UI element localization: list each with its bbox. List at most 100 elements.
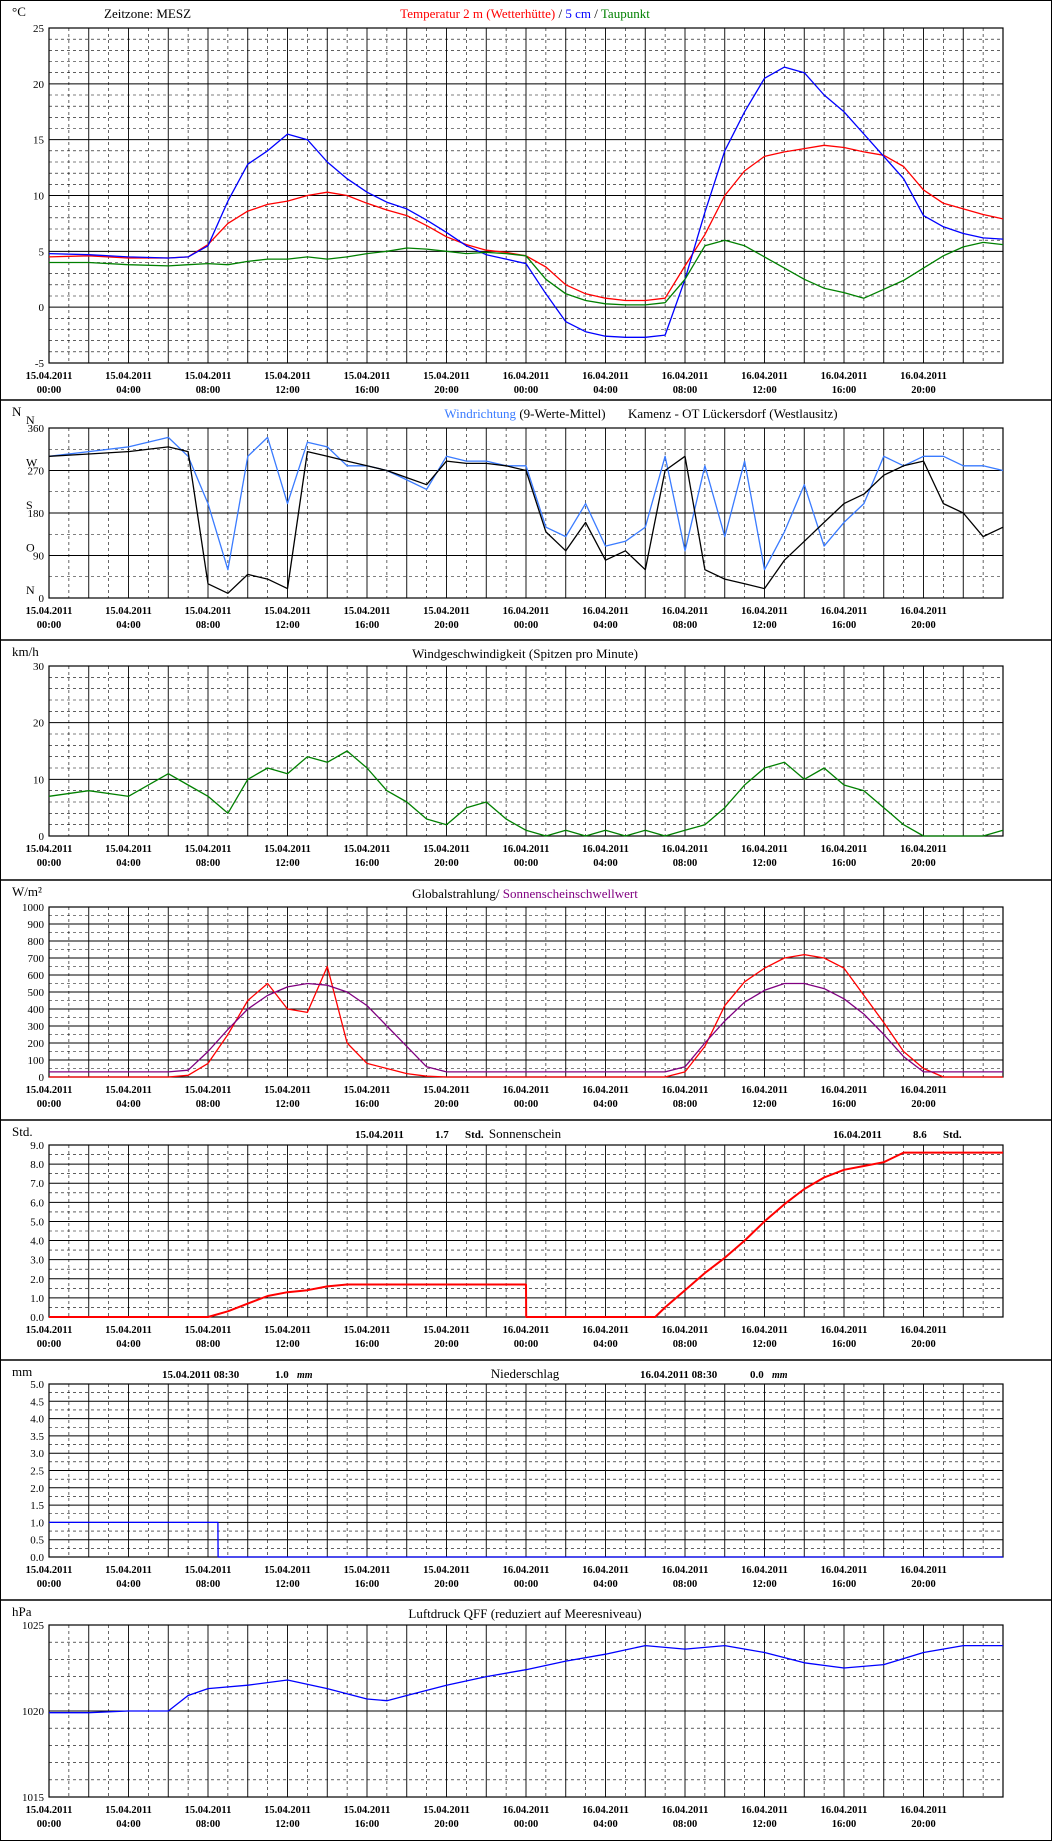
x-tick-date: 15.04.2011 bbox=[105, 371, 152, 382]
x-tick-time: 20:00 bbox=[911, 620, 936, 631]
x-tick-time: 08:00 bbox=[673, 620, 698, 631]
y-tick-label: 1.5 bbox=[30, 1500, 44, 1512]
x-tick-date: 16.04.2011 bbox=[900, 371, 947, 382]
x-tick-date: 16.04.2011 bbox=[503, 844, 550, 855]
x-tick-time: 12:00 bbox=[752, 1579, 777, 1590]
x-tick-date: 15.04.2011 bbox=[105, 1565, 152, 1576]
x-tick-time: 12:00 bbox=[275, 1579, 300, 1590]
y-tick-label: 0 bbox=[39, 593, 45, 605]
x-tick-time: 00:00 bbox=[514, 620, 539, 631]
y-tick-label: 0.0 bbox=[30, 1552, 44, 1564]
x-tick-time: 04:00 bbox=[116, 385, 141, 396]
x-tick-date: 16.04.2011 bbox=[582, 1565, 629, 1576]
x-tick-date: 16.04.2011 bbox=[741, 1085, 788, 1096]
x-tick-time: 08:00 bbox=[673, 858, 698, 869]
chart-title-part: / bbox=[591, 6, 601, 21]
x-tick-date: 16.04.2011 bbox=[741, 606, 788, 617]
y-tick-label: 180 bbox=[28, 508, 45, 520]
x-tick-time: 00:00 bbox=[37, 1339, 62, 1350]
y-tick-label: 15 bbox=[33, 135, 45, 147]
x-tick-date: 15.04.2011 bbox=[26, 1565, 73, 1576]
day2-unit: Std. bbox=[943, 1129, 962, 1141]
y-tick-label: 10 bbox=[33, 191, 45, 203]
x-tick-time: 20:00 bbox=[911, 1099, 936, 1110]
x-tick-time: 16:00 bbox=[355, 385, 380, 396]
y-tick-label: 4.0 bbox=[30, 1236, 44, 1248]
x-tick-date: 15.04.2011 bbox=[185, 1085, 232, 1096]
series-line-radiation-1 bbox=[49, 982, 1003, 1073]
x-tick-time: 08:00 bbox=[673, 385, 698, 396]
x-tick-date: 15.04.2011 bbox=[423, 1805, 470, 1816]
chart-title-part: Globalstrahlung/ bbox=[412, 886, 503, 901]
y-tick-label: 600 bbox=[28, 970, 45, 982]
x-tick-date: 15.04.2011 bbox=[344, 606, 391, 617]
x-tick-date: 15.04.2011 bbox=[26, 1805, 73, 1816]
x-tick-time: 12:00 bbox=[275, 620, 300, 631]
y-tick-label: 25 bbox=[33, 23, 45, 35]
x-tick-time: 00:00 bbox=[37, 620, 62, 631]
x-tick-date: 15.04.2011 bbox=[344, 1805, 391, 1816]
x-tick-time: 20:00 bbox=[434, 1579, 459, 1590]
x-tick-date: 15.04.2011 bbox=[26, 1085, 73, 1096]
x-tick-time: 00:00 bbox=[514, 1339, 539, 1350]
x-tick-date: 15.04.2011 bbox=[26, 371, 73, 382]
x-tick-time: 16:00 bbox=[355, 620, 380, 631]
y-tick-label: -5 bbox=[35, 358, 45, 370]
x-tick-time: 08:00 bbox=[196, 1099, 221, 1110]
series-line-wind_direction-0 bbox=[48, 436, 1004, 571]
day2-value: 0.0 bbox=[750, 1369, 764, 1381]
unit-label: mm bbox=[12, 1364, 32, 1379]
y-tick-label: 1.0 bbox=[30, 1293, 44, 1305]
y-tick-label: 270 bbox=[28, 466, 45, 478]
x-tick-time: 16:00 bbox=[355, 1339, 380, 1350]
x-tick-time: 12:00 bbox=[752, 620, 777, 631]
y-tick-label: 9.0 bbox=[30, 1140, 44, 1152]
y-tick-label: 5.0 bbox=[30, 1216, 44, 1228]
x-tick-date: 15.04.2011 bbox=[264, 371, 311, 382]
x-tick-date: 16.04.2011 bbox=[821, 1805, 868, 1816]
x-tick-time: 04:00 bbox=[593, 620, 618, 631]
x-tick-date: 15.04.2011 bbox=[185, 606, 232, 617]
x-tick-time: 12:00 bbox=[275, 1339, 300, 1350]
x-tick-time: 08:00 bbox=[196, 620, 221, 631]
x-tick-time: 04:00 bbox=[116, 620, 141, 631]
x-tick-time: 08:00 bbox=[673, 1819, 698, 1830]
day2-unit: mm bbox=[772, 1370, 788, 1381]
x-tick-date: 16.04.2011 bbox=[900, 1565, 947, 1576]
timezone-label: Zeitzone: MESZ bbox=[104, 6, 191, 21]
day1-value: 1.7 bbox=[435, 1129, 449, 1141]
x-tick-date: 15.04.2011 bbox=[344, 371, 391, 382]
x-tick-time: 16:00 bbox=[832, 1819, 857, 1830]
x-tick-date: 16.04.2011 bbox=[821, 371, 868, 382]
x-tick-time: 00:00 bbox=[514, 385, 539, 396]
x-tick-time: 12:00 bbox=[752, 385, 777, 396]
y-tick-label: 2.0 bbox=[30, 1483, 44, 1495]
y-tick-label: 2.5 bbox=[30, 1466, 44, 1478]
x-tick-time: 04:00 bbox=[593, 1099, 618, 1110]
y-tick-label: 30 bbox=[33, 661, 45, 673]
x-tick-time: 00:00 bbox=[514, 858, 539, 869]
x-tick-time: 04:00 bbox=[116, 1339, 141, 1350]
x-tick-time: 04:00 bbox=[593, 1579, 618, 1590]
x-tick-date: 16.04.2011 bbox=[503, 1805, 550, 1816]
day1-value: 1.0 bbox=[275, 1369, 289, 1381]
chart-title: Luftdruck QFF (reduziert auf Meeresnivea… bbox=[408, 1606, 641, 1621]
x-tick-time: 16:00 bbox=[355, 1819, 380, 1830]
unit-label: km/h bbox=[12, 644, 39, 659]
x-tick-time: 16:00 bbox=[832, 1099, 857, 1110]
x-tick-date: 16.04.2011 bbox=[662, 371, 709, 382]
x-tick-time: 08:00 bbox=[196, 1339, 221, 1350]
x-tick-time: 04:00 bbox=[116, 858, 141, 869]
y-tick-label: 4.0 bbox=[30, 1414, 44, 1426]
x-tick-date: 15.04.2011 bbox=[185, 1805, 232, 1816]
day1-date: 15.04.2011 bbox=[355, 1129, 404, 1141]
chart-title-part: Sonnenscheinschwellwert bbox=[503, 886, 638, 901]
y-tick-label: 0 bbox=[39, 302, 45, 314]
series-line-temperature-0 bbox=[48, 144, 1004, 302]
y-tick-label: 6.0 bbox=[30, 1197, 44, 1209]
y-tick-label: 1025 bbox=[22, 1620, 45, 1632]
x-tick-date: 15.04.2011 bbox=[344, 1565, 391, 1576]
x-tick-date: 15.04.2011 bbox=[344, 844, 391, 855]
y-tick-label: 360 bbox=[28, 423, 45, 435]
